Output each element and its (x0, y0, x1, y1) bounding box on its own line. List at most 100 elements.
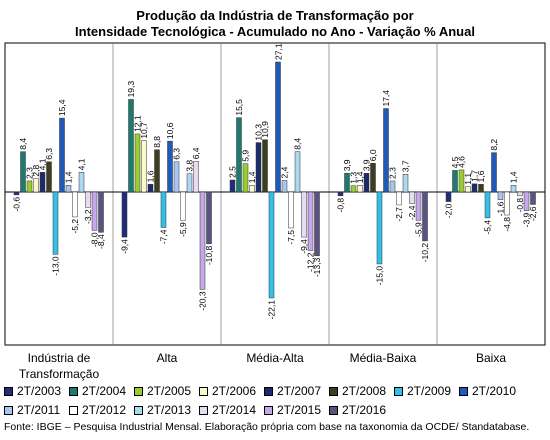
bar-2T-2009-baixa (485, 192, 490, 218)
bar-2T-2003-indústria (14, 192, 19, 195)
data-label: 15,5 (234, 99, 244, 116)
data-label: -7,5 (286, 230, 296, 245)
legend-item: 2T/2005 (134, 384, 199, 398)
legend-swatch (134, 406, 143, 415)
legend-swatch (199, 387, 208, 396)
legend-label: 2T/2009 (407, 384, 451, 398)
legend-item: 2T/2007 (264, 384, 329, 398)
category-label: Média-Alta (246, 351, 304, 365)
data-label: 2,4 (280, 166, 290, 178)
data-label: -8,4 (96, 234, 106, 249)
legend-item: 2T/2015 (264, 403, 329, 417)
data-label: 8,4 (293, 138, 303, 150)
bar-2T-2015-alta (200, 192, 205, 289)
data-label: -13,3 (312, 258, 322, 278)
legend-label: 2T/2012 (82, 403, 126, 417)
legend-label: 2T/2003 (17, 384, 61, 398)
bar-2T-2005-média-baixa (351, 186, 356, 192)
bar-2T-2012-média-alta (289, 192, 294, 228)
data-label: 6,3 (172, 148, 182, 160)
legend-label: 2T/2010 (472, 384, 516, 398)
legend-swatch (394, 387, 403, 396)
data-label: 6,3 (44, 148, 54, 160)
legend-swatch (4, 406, 13, 415)
legend-item: 2T/2011 (4, 403, 69, 417)
data-label: 8,4 (18, 138, 28, 150)
data-label: -2,7 (394, 207, 404, 222)
bar-2T-2008-indústria (47, 162, 52, 192)
legend-swatch (134, 387, 143, 396)
data-label: -5,4 (483, 220, 493, 235)
bar-2T-2013-baixa (511, 185, 516, 192)
legend-swatch (264, 406, 273, 415)
bar-2T-2011-alta (174, 162, 179, 192)
data-label: 6,0 (368, 149, 378, 161)
bar-2T-2016-média-baixa (423, 192, 428, 241)
source-note: Fonte: IBGE – Pesquisa Industrial Mensal… (4, 421, 529, 433)
data-label: 15,4 (57, 99, 67, 116)
bar-2T-2016-baixa (531, 192, 536, 204)
data-label: -13,0 (51, 256, 61, 276)
bar-2T-2008-média-alta (263, 140, 268, 192)
data-label: 1,6 (476, 170, 486, 182)
bar-2T-2006-média-baixa (358, 185, 363, 192)
bar-2T-2016-indústria (99, 192, 104, 232)
bar-2T-2014-indústria (86, 192, 91, 207)
bar-2T-2012-indústria (73, 192, 78, 217)
category-label: Baixa (476, 351, 506, 365)
data-label: -10,2 (420, 243, 430, 263)
category-label: Indústria de (28, 351, 91, 365)
bar-2T-2013-indústria (79, 172, 84, 192)
legend-label: 2T/2013 (147, 403, 191, 417)
bar-2T-2006-média-alta (250, 185, 255, 192)
bar-2T-2009-indústria (53, 192, 58, 254)
legend-item: 2T/2013 (134, 403, 199, 417)
bar-2T-2008-alta (155, 150, 160, 192)
bar-2T-2015-média-baixa (416, 192, 421, 220)
legend-swatch (329, 406, 338, 415)
data-label: 5,9 (241, 150, 251, 162)
bar-2T-2009-média-baixa (377, 192, 382, 264)
legend-label: 2T/2005 (147, 384, 191, 398)
legend-item: 2T/2008 (329, 384, 394, 398)
data-label: -22,1 (267, 300, 277, 320)
bar-2T-2012-alta (181, 192, 186, 220)
bar-2T-2014-média-alta (302, 192, 307, 237)
data-label: 1,4 (509, 171, 519, 183)
bar-2T-2011-média-baixa (390, 181, 395, 192)
bar-2T-2003-alta (122, 192, 127, 237)
bar-2T-2013-alta (187, 174, 192, 192)
legend-item: 2T/2010 (459, 384, 524, 398)
bar-2T-2005-indústria (27, 181, 32, 192)
legend-label: 2T/2016 (342, 403, 386, 417)
bar-2T-2006-baixa (466, 187, 471, 192)
legend-swatch (69, 387, 78, 396)
data-label: -5,2 (70, 219, 80, 234)
bar-2T-2011-média-alta (282, 180, 287, 192)
data-label: 3,9 (342, 159, 352, 171)
legend-swatch (264, 387, 273, 396)
data-label: 8,8 (152, 136, 162, 148)
legend-swatch (4, 387, 13, 396)
legend-item: 2T/2012 (69, 403, 134, 417)
bar-2T-2009-alta (161, 192, 166, 227)
data-label: 2,3 (388, 167, 398, 179)
legend-item: 2T/2003 (4, 384, 69, 398)
data-label: -2,6 (528, 206, 538, 221)
bar-2T-2011-baixa (498, 192, 503, 200)
legend-label: 2T/2006 (212, 384, 256, 398)
data-label: -10,8 (204, 246, 214, 266)
data-label: 10,7 (139, 122, 149, 139)
bar-2T-2008-baixa (479, 184, 484, 192)
legend-item: 2T/2009 (394, 384, 459, 398)
data-label: 1,4 (64, 171, 74, 183)
data-label: 10,6 (165, 122, 175, 139)
legend-item: 2T/2006 (199, 384, 264, 398)
data-label: -9,4 (120, 239, 130, 254)
data-label: 19,3 (126, 81, 136, 98)
data-label: -5,9 (178, 222, 188, 237)
data-label: -2,0 (444, 203, 454, 218)
data-label: -0,6 (12, 197, 22, 212)
bar-2T-2012-baixa (505, 192, 510, 215)
bar-2T-2014-alta (194, 161, 199, 192)
